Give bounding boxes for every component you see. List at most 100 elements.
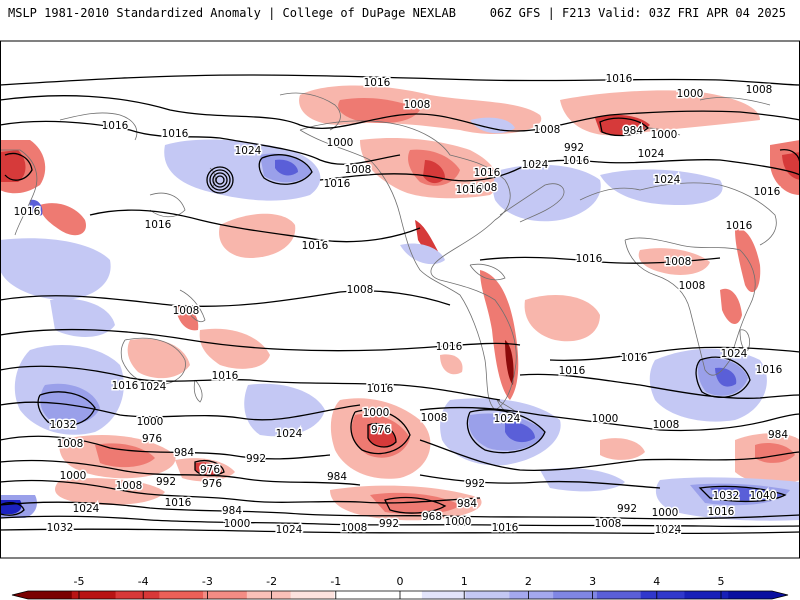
isobar-label: 1016: [756, 364, 783, 376]
isobar-label: 1008: [345, 164, 372, 176]
isobar-label: 1008: [116, 480, 143, 492]
isobar-label: 1008: [534, 124, 561, 136]
colorbar-bin: [684, 591, 729, 599]
colorbar-min-arrow: [12, 591, 28, 599]
isobar-label: 976: [200, 464, 220, 476]
colorbar-bin: [71, 591, 117, 599]
isobar-label: 992: [379, 518, 399, 530]
isobar-label: 976: [371, 424, 391, 436]
isobar-label: 984: [457, 498, 477, 510]
isobar-label: 1008: [595, 518, 622, 530]
isobar-label: 984: [768, 429, 788, 441]
colorbar-bin: [509, 591, 554, 599]
colorbar-bin: [203, 591, 248, 599]
colorbar-bin: [28, 591, 73, 599]
isobar-label: 1024: [655, 524, 682, 536]
isobar-label: 1000: [137, 416, 164, 428]
isobar-label: 1024: [73, 503, 100, 515]
isobar-label: 984: [174, 447, 194, 459]
colorbar-tick-label: 3: [589, 575, 596, 588]
isobar-label: 1008: [404, 99, 431, 111]
isobar-label: 1024: [721, 348, 748, 360]
isobar-label: 1024: [638, 148, 665, 160]
colorbar-tick-label: 0: [397, 575, 404, 588]
isobar-label: 1016: [559, 365, 586, 377]
isobar-label: 1016: [576, 253, 603, 265]
isobar-label: 1016: [367, 383, 394, 395]
anomaly-shading: [0, 85, 800, 521]
isobar-label: 1008: [421, 412, 448, 424]
model-valid-time: 06Z GFS | F213 Valid: 03Z FRI APR 04 202…: [489, 6, 786, 20]
isobar-label: 1008: [471, 182, 498, 194]
isobar-label: 1016: [563, 155, 590, 167]
colorbar-tick-label: -5: [74, 575, 85, 588]
isobar-label: 1000: [327, 137, 354, 149]
colorbar-bin: [553, 591, 598, 599]
colorbar-bin: [159, 591, 204, 599]
isobar-label: 1032: [47, 522, 74, 534]
colorbar-bin: [290, 591, 335, 599]
colorbar-bin: [465, 591, 510, 599]
colorbar-tick-label: 2: [525, 575, 532, 588]
isobar-label: 1016: [436, 341, 463, 353]
colorbar-tick-label: 4: [653, 575, 660, 588]
isobar-label: 1000: [677, 88, 704, 100]
isobar-label: 1008: [665, 256, 692, 268]
isobar-label: 992: [465, 478, 485, 490]
isobar-label: 1024: [276, 428, 303, 440]
isobar-label: 1024: [276, 524, 303, 536]
isobar-label: 992: [156, 476, 176, 488]
colorbar-tick-label: -4: [138, 575, 149, 588]
pacific-low-circles: [206, 166, 234, 194]
isobar-label: 1032: [50, 419, 77, 431]
isobar-label: 1000: [60, 470, 87, 482]
isobar-label: 1000: [363, 407, 390, 419]
isobar-label: 1016: [606, 73, 633, 85]
isobar-label: 1000: [224, 518, 251, 530]
colorbar-bin: [596, 591, 642, 599]
isobar-label: 1016: [456, 184, 483, 196]
colorbar-tick-label: 5: [718, 575, 725, 588]
isobar-label: 1000: [445, 516, 472, 528]
isobar-label: 1016: [324, 178, 351, 190]
isobar-label: 1016: [726, 220, 753, 232]
colorbar-bin: [334, 591, 379, 599]
isobar-label: 1024: [140, 381, 167, 393]
colorbar-max-arrow: [772, 591, 788, 599]
colorbar-bin: [421, 591, 467, 599]
isobar-label: 976: [142, 433, 162, 445]
isobar-label: 1016: [145, 219, 172, 231]
isobar-label: 1024: [654, 174, 681, 186]
isobar-label: 1024: [522, 159, 549, 171]
isobar-label: 976: [202, 478, 222, 490]
isobar-label: 1032: [713, 490, 740, 502]
colorbar-tick-label: -1: [330, 575, 341, 588]
isobar-label: 968: [422, 511, 442, 523]
isobar-label: 1008: [347, 284, 374, 296]
map-title: MSLP 1981-2010 Standardized Anomaly | Co…: [8, 6, 456, 20]
isobar-label: 1016: [708, 506, 735, 518]
isobar-label: 984: [623, 125, 643, 137]
colorbar-outline: [11, 590, 789, 600]
isobar-label: 1008: [57, 438, 84, 450]
isobar-label: 1016: [102, 120, 129, 132]
isobar-label: 1024: [494, 413, 521, 425]
isobar-label: 1016: [162, 128, 189, 140]
isobar-label: 1008: [746, 84, 773, 96]
isobar-label: 1016: [492, 522, 519, 534]
isobars: [0, 74, 800, 535]
colorbar-bin: [115, 591, 160, 599]
isobar-label: 1000: [592, 413, 619, 425]
colorbar-tick-label: -3: [202, 575, 213, 588]
isobar-label: 984: [222, 505, 242, 517]
colorbar-tick-label: -2: [266, 575, 277, 588]
isobar-label: 1016: [621, 352, 648, 364]
isobar-label: 1000: [651, 129, 678, 141]
isobar-label: 992: [246, 453, 266, 465]
isobar-label: 1016: [302, 240, 329, 252]
isobar-label: 1016: [165, 497, 192, 509]
isobar-label: 1016: [364, 77, 391, 89]
colorbar-bin: [640, 591, 685, 599]
isobar-label: 992: [564, 142, 584, 154]
